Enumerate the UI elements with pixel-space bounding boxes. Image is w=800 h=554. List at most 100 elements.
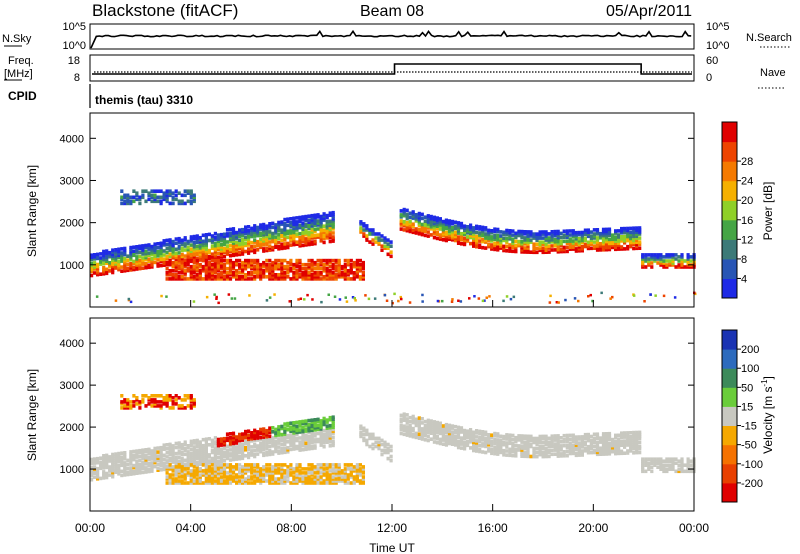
power-cell bbox=[580, 230, 584, 235]
power-cell bbox=[292, 222, 296, 227]
colorbar-segment bbox=[722, 200, 737, 221]
velocity-cell bbox=[192, 441, 196, 445]
power-cell bbox=[517, 233, 521, 238]
power-cell bbox=[189, 275, 193, 279]
power-cell bbox=[414, 215, 418, 219]
velocity-cell bbox=[102, 472, 106, 476]
power-cell bbox=[355, 273, 359, 277]
power-cell bbox=[183, 193, 187, 198]
power-cell bbox=[108, 254, 112, 259]
velocity-cell bbox=[544, 452, 548, 457]
velocity-cell bbox=[325, 479, 329, 483]
power-cell bbox=[253, 264, 257, 269]
velocity-cell bbox=[183, 464, 187, 469]
velocity-cell bbox=[325, 436, 329, 440]
power-cell bbox=[345, 300, 349, 303]
velocity-cell bbox=[444, 437, 448, 441]
power-cell bbox=[568, 247, 572, 251]
velocity-cell bbox=[241, 479, 245, 483]
power-cell bbox=[227, 293, 231, 296]
power-cell bbox=[298, 215, 302, 220]
velocity-cell bbox=[186, 460, 190, 464]
colorbar-segment bbox=[722, 161, 737, 182]
power-cell bbox=[544, 234, 548, 238]
velocity-cell bbox=[159, 451, 163, 456]
velocity-cell bbox=[641, 457, 645, 461]
velocity-cell bbox=[114, 466, 118, 470]
velocity-cell bbox=[526, 434, 530, 439]
velocity-cell bbox=[541, 454, 545, 459]
velocity-cell bbox=[653, 457, 657, 461]
power-cell bbox=[475, 226, 479, 231]
power-cell bbox=[316, 271, 320, 275]
velocity-cell bbox=[192, 473, 196, 477]
velocity-cell bbox=[265, 443, 269, 447]
velocity-cell bbox=[635, 450, 639, 455]
power-cell bbox=[277, 258, 281, 263]
velocity-cell bbox=[219, 447, 224, 451]
power-cell bbox=[444, 224, 448, 229]
velocity-cell bbox=[271, 467, 275, 471]
velocity-cell bbox=[429, 419, 433, 423]
velocity-cell bbox=[334, 463, 338, 467]
power-cell bbox=[328, 231, 332, 236]
power-cell bbox=[207, 250, 211, 255]
power-cell bbox=[535, 236, 539, 240]
power-cell bbox=[313, 229, 317, 234]
velocity-cell bbox=[508, 439, 512, 444]
velocity-cell bbox=[511, 443, 515, 448]
velocity-cell bbox=[165, 443, 169, 447]
velocity-cell bbox=[144, 448, 148, 452]
power-cell bbox=[432, 219, 436, 224]
velocity-cell bbox=[135, 453, 139, 457]
power-cell bbox=[135, 255, 139, 259]
power-cell bbox=[259, 277, 263, 281]
velocity-cell bbox=[487, 449, 491, 453]
velocity-cell bbox=[481, 438, 485, 442]
velocity-cell bbox=[216, 481, 220, 485]
velocity-cell bbox=[484, 438, 488, 443]
velocity-cell bbox=[144, 454, 148, 458]
velocity-cell bbox=[174, 477, 178, 481]
velocity-cell bbox=[514, 439, 518, 444]
power-cell bbox=[514, 231, 518, 236]
velocity-cell bbox=[614, 447, 618, 452]
power-cell bbox=[556, 235, 560, 240]
velocity-cell bbox=[138, 467, 142, 471]
power-cell bbox=[538, 244, 542, 248]
power-cell bbox=[198, 271, 202, 275]
power-cell bbox=[135, 261, 139, 265]
power-cell bbox=[198, 262, 202, 267]
velocity-cell bbox=[659, 463, 663, 467]
velocity-cell bbox=[159, 455, 163, 460]
velocity-cell bbox=[411, 416, 415, 421]
power-cell bbox=[623, 236, 627, 241]
power-cell bbox=[466, 235, 470, 239]
power-cell bbox=[235, 234, 239, 239]
power-cell bbox=[466, 231, 470, 235]
power-cell bbox=[607, 243, 612, 248]
power-cell bbox=[111, 258, 115, 263]
velocity-cell bbox=[340, 469, 344, 473]
velocity-cell bbox=[96, 477, 100, 481]
power-cell bbox=[592, 244, 596, 248]
power-cell bbox=[310, 258, 314, 263]
velocity-cell bbox=[453, 437, 458, 441]
velocity-cell bbox=[444, 435, 448, 439]
velocity-cell bbox=[601, 432, 606, 436]
velocity-cell bbox=[301, 425, 305, 430]
velocity-cell bbox=[478, 447, 482, 452]
power-cell bbox=[301, 227, 305, 231]
power-cell bbox=[478, 243, 482, 247]
power-cell bbox=[665, 253, 669, 257]
velocity-cell bbox=[322, 479, 326, 483]
velocity-cell bbox=[216, 459, 220, 464]
power-cell bbox=[635, 240, 639, 245]
power-cell bbox=[165, 238, 169, 243]
velocity-cell bbox=[319, 435, 323, 439]
velocity-cell bbox=[192, 471, 196, 475]
velocity-cell bbox=[235, 467, 239, 471]
power-cell bbox=[659, 255, 663, 259]
velocity-cell bbox=[228, 475, 233, 479]
power-cell bbox=[523, 240, 527, 244]
